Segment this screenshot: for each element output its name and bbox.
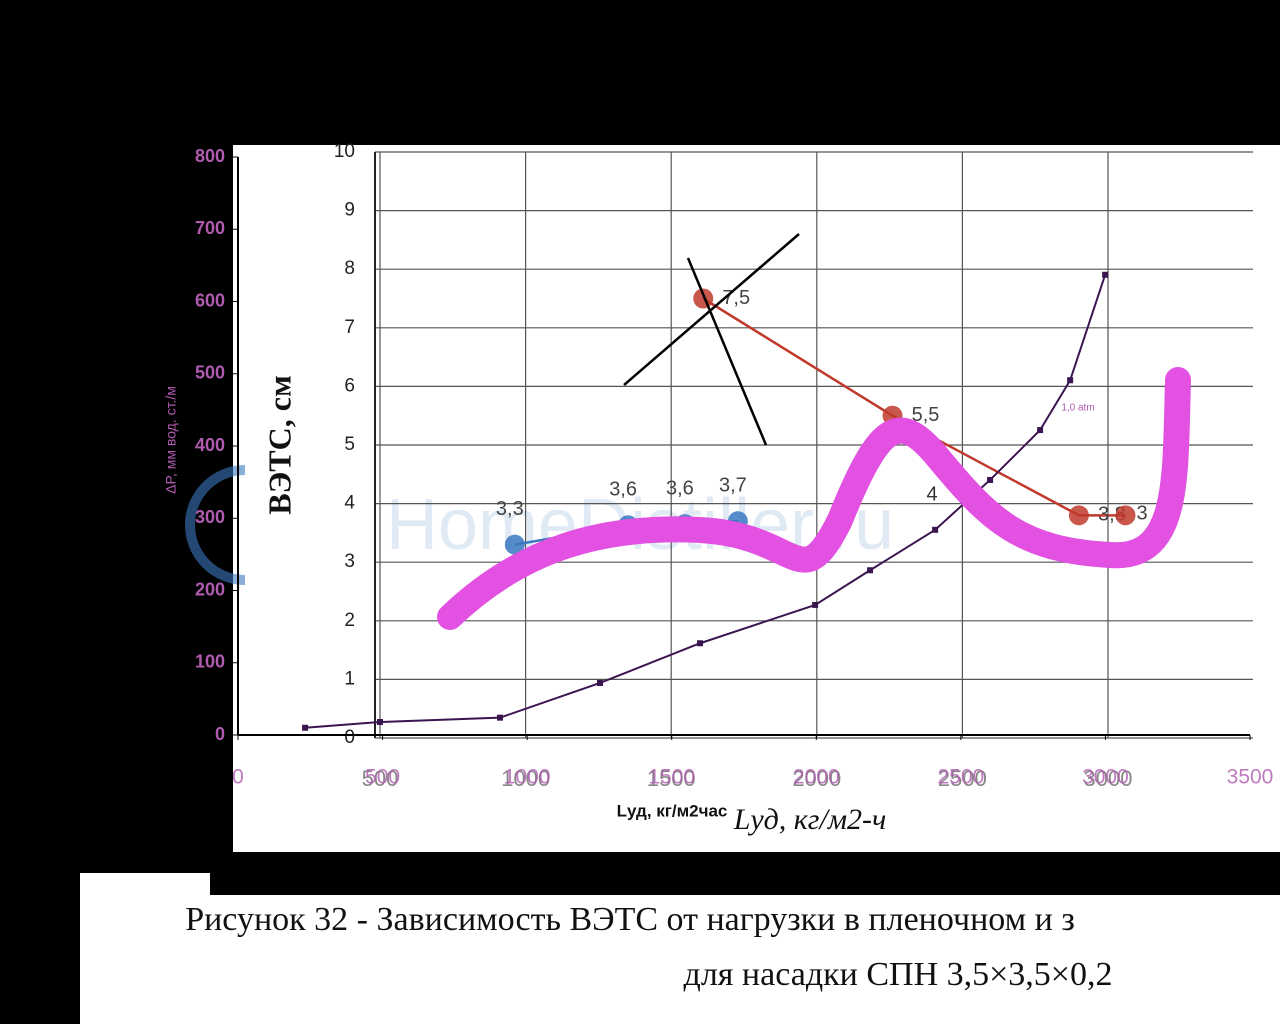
x-tick-label: 3500 — [1227, 766, 1274, 789]
caption-panel — [210, 895, 1280, 1024]
point — [987, 476, 994, 483]
point — [1102, 271, 1109, 278]
x-tick-label: 2500 — [937, 766, 984, 789]
x-tick-label: 1500 — [648, 766, 695, 789]
marker-scribble — [437, 367, 1191, 630]
point — [597, 679, 604, 686]
point — [1037, 427, 1044, 434]
x-tick-label: 2000 — [792, 766, 841, 791]
x-tick-label: 2500 — [938, 766, 987, 791]
y-tick-label: 7 — [344, 317, 355, 338]
x-tick-label: 3000 — [1084, 766, 1133, 791]
data-label: 3,6 — [666, 477, 694, 499]
data-label: 3,6 — [609, 479, 637, 501]
data-label: 3,3 — [496, 498, 524, 520]
point — [1115, 505, 1136, 526]
point — [1067, 377, 1074, 384]
y-axis-label: ВЭТС, см — [261, 375, 297, 515]
y-tick-label: 800 — [195, 146, 225, 166]
x-tick-label: 3000 — [1082, 766, 1129, 789]
data-label: 7,5 — [722, 287, 750, 309]
y-tick-label: 3 — [344, 551, 355, 572]
y-tick-label: 500 — [195, 363, 225, 383]
series-line — [702, 297, 1126, 517]
annotation: 1,0 atm — [1061, 403, 1094, 414]
pen-stroke — [686, 257, 768, 446]
y-tick-label: 6 — [344, 375, 355, 396]
y-tick-label: 2 — [344, 610, 355, 631]
y-tick-label: 0 — [344, 727, 355, 748]
point — [697, 640, 704, 647]
x-axis-label: Lуд, кг/м2-ч — [733, 803, 887, 836]
y-tick-label: 200 — [195, 579, 225, 599]
y-tick-label: 8 — [344, 258, 355, 279]
annotation: 3 — [1136, 502, 1147, 524]
y-tick-label: 0 — [215, 724, 225, 744]
x-tick-label: 2000 — [793, 766, 840, 789]
y-axis-label: ΔP, мм вод. ст./м — [163, 386, 179, 494]
y-tick-label: 1 — [344, 668, 355, 689]
series-line — [305, 274, 1107, 729]
y-tick-label: 700 — [195, 218, 225, 238]
x-tick-label: 1000 — [501, 766, 550, 791]
data-label: 5,5 — [912, 404, 940, 426]
x-tick-label: 1500 — [647, 766, 696, 791]
y-tick-label: 9 — [344, 200, 355, 221]
watermark-icon — [185, 465, 246, 585]
y-tick-label: 4 — [344, 493, 355, 514]
x-tick-label: 0 — [232, 766, 244, 789]
data-label: 3,7 — [719, 474, 747, 496]
x-tick-label: 1000 — [504, 766, 551, 789]
point — [932, 526, 939, 533]
y-tick-label: 600 — [195, 290, 225, 310]
y-tick-label: 5 — [344, 434, 355, 455]
x-tick-label: 500 — [365, 766, 400, 789]
y-tick-label: 100 — [195, 652, 225, 672]
x-axis-label: Lуд, кг/м2час — [617, 801, 728, 820]
x-tick-label: 500 — [362, 766, 399, 791]
point — [867, 567, 874, 574]
y-tick-label: 400 — [195, 435, 225, 455]
annotation: 4 — [926, 483, 937, 505]
point — [376, 718, 383, 725]
point — [504, 534, 525, 555]
y-tick-label: 300 — [195, 507, 225, 527]
caption-line: Рисунок 32 - Зависимость ВЭТС от нагрузк… — [185, 901, 1075, 938]
point — [302, 724, 309, 731]
pen-stroke — [623, 233, 800, 386]
point — [496, 714, 503, 721]
point — [812, 601, 819, 608]
y-tick-label: 10 — [334, 141, 355, 162]
caption-line: для насадки СПН 3,5×3,5×0,2 — [684, 956, 1113, 993]
point — [1068, 505, 1089, 526]
caption-panel — [80, 873, 210, 1024]
